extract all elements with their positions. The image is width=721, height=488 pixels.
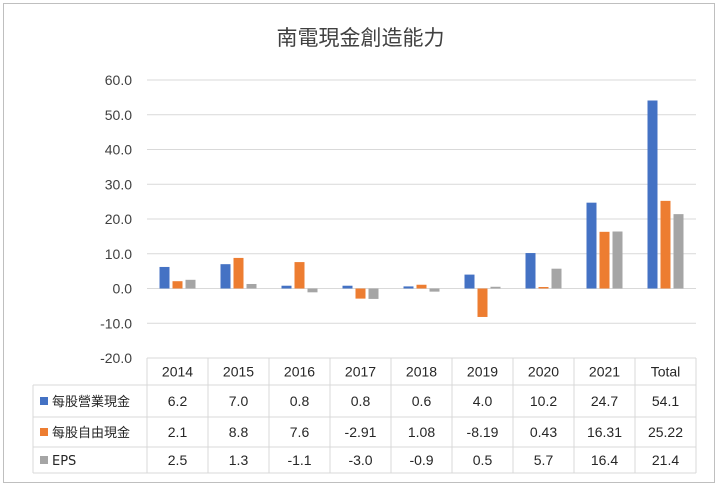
bar-operating-cash [403,286,414,289]
x-tick-label: 2019 [467,364,498,380]
bar-operating-cash [281,285,292,289]
y-tick-label: 10.0 [105,246,132,262]
data-label: 8.8 [229,424,249,440]
data-label: 2.1 [168,424,188,440]
data-label: -2.91 [345,424,377,440]
data-label: 5.7 [534,452,554,468]
data-label: 0.5 [473,452,493,468]
bar-free-cash [416,284,427,289]
bar-operating-cash [220,264,231,289]
chart-title: 南電現金創造能力 [276,26,445,50]
bar-eps [612,231,623,289]
y-tick-label: 20.0 [105,211,132,227]
data-label: -0.9 [409,452,433,468]
bar-operating-cash [586,202,597,289]
legend-swatch [40,428,48,436]
x-tick-label: 2016 [284,364,315,380]
legend-label: 每股營業現金 [52,394,130,410]
data-label: 1.08 [408,424,435,440]
legend-label: EPS [52,454,76,469]
x-tick-label: 2014 [162,364,193,380]
x-tick-label: Total [651,364,681,380]
data-label: 7.0 [229,393,249,409]
data-label: 0.43 [530,424,557,440]
data-label: 7.6 [290,424,310,440]
y-tick-label: -10.0 [100,315,132,331]
data-label: 1.3 [229,452,249,468]
bar-eps [307,288,318,293]
bar-operating-cash [464,274,475,289]
data-label: 6.2 [168,393,188,409]
bar-free-cash [294,262,305,289]
gridlines [147,79,696,359]
bar-free-cash [660,200,671,289]
y-tick-label: 50.0 [105,107,132,123]
data-label: 54.1 [652,393,679,409]
data-label: -8.19 [467,424,499,440]
bar-operating-cash [525,253,536,289]
data-label: 0.8 [290,393,310,409]
data-table: 2014 2015 2016 2017 2018 2019 2020 2021 Total 每股營… [32,357,697,474]
bar-free-cash [538,287,549,289]
y-axis: 60.0 50.0 40.0 30.0 20.0 10.0 0.0 -10.0 -20.0 [100,72,132,366]
data-label: 2.5 [168,452,188,468]
bars [159,100,684,317]
data-label: 21.4 [652,452,679,468]
bar-eps [368,288,379,299]
x-tick-label: 2021 [589,364,620,380]
bar-eps [673,214,684,289]
data-label: 4.0 [473,393,493,409]
data-label: 0.6 [412,393,432,409]
bar-eps [490,286,501,289]
bar-free-cash [477,288,488,317]
y-tick-label: 40.0 [105,142,132,158]
y-tick-label: 0.0 [113,281,133,297]
x-tick-label: 2018 [406,364,437,380]
bar-operating-cash [647,100,658,289]
data-label: -3.0 [348,452,372,468]
x-tick-label: 2015 [223,364,254,380]
bar-eps [429,288,440,292]
legend-label: 每股自由現金 [52,425,130,441]
legend-swatch [40,456,48,464]
bar-eps [551,268,562,289]
x-tick-label: 2017 [345,364,376,380]
data-label: 0.8 [351,393,371,409]
data-label: 16.4 [591,452,618,468]
bar-eps [185,279,196,289]
y-tick-label: 30.0 [105,176,132,192]
legend-swatch [40,397,48,405]
bar-free-cash [172,281,183,289]
bar-free-cash [233,257,244,289]
data-label: 16.31 [587,424,622,440]
y-tick-label: -20.0 [100,350,132,366]
data-label: 10.2 [530,393,557,409]
bar-operating-cash [159,266,170,289]
data-label: 25.22 [648,424,683,440]
bar-operating-cash [342,285,353,289]
bar-free-cash [599,231,610,289]
y-tick-label: 60.0 [105,72,132,88]
bar-eps [246,283,257,289]
data-label: 24.7 [591,393,618,409]
data-label: -1.1 [287,452,311,468]
x-tick-label: 2020 [528,364,559,380]
bar-free-cash [355,288,366,299]
